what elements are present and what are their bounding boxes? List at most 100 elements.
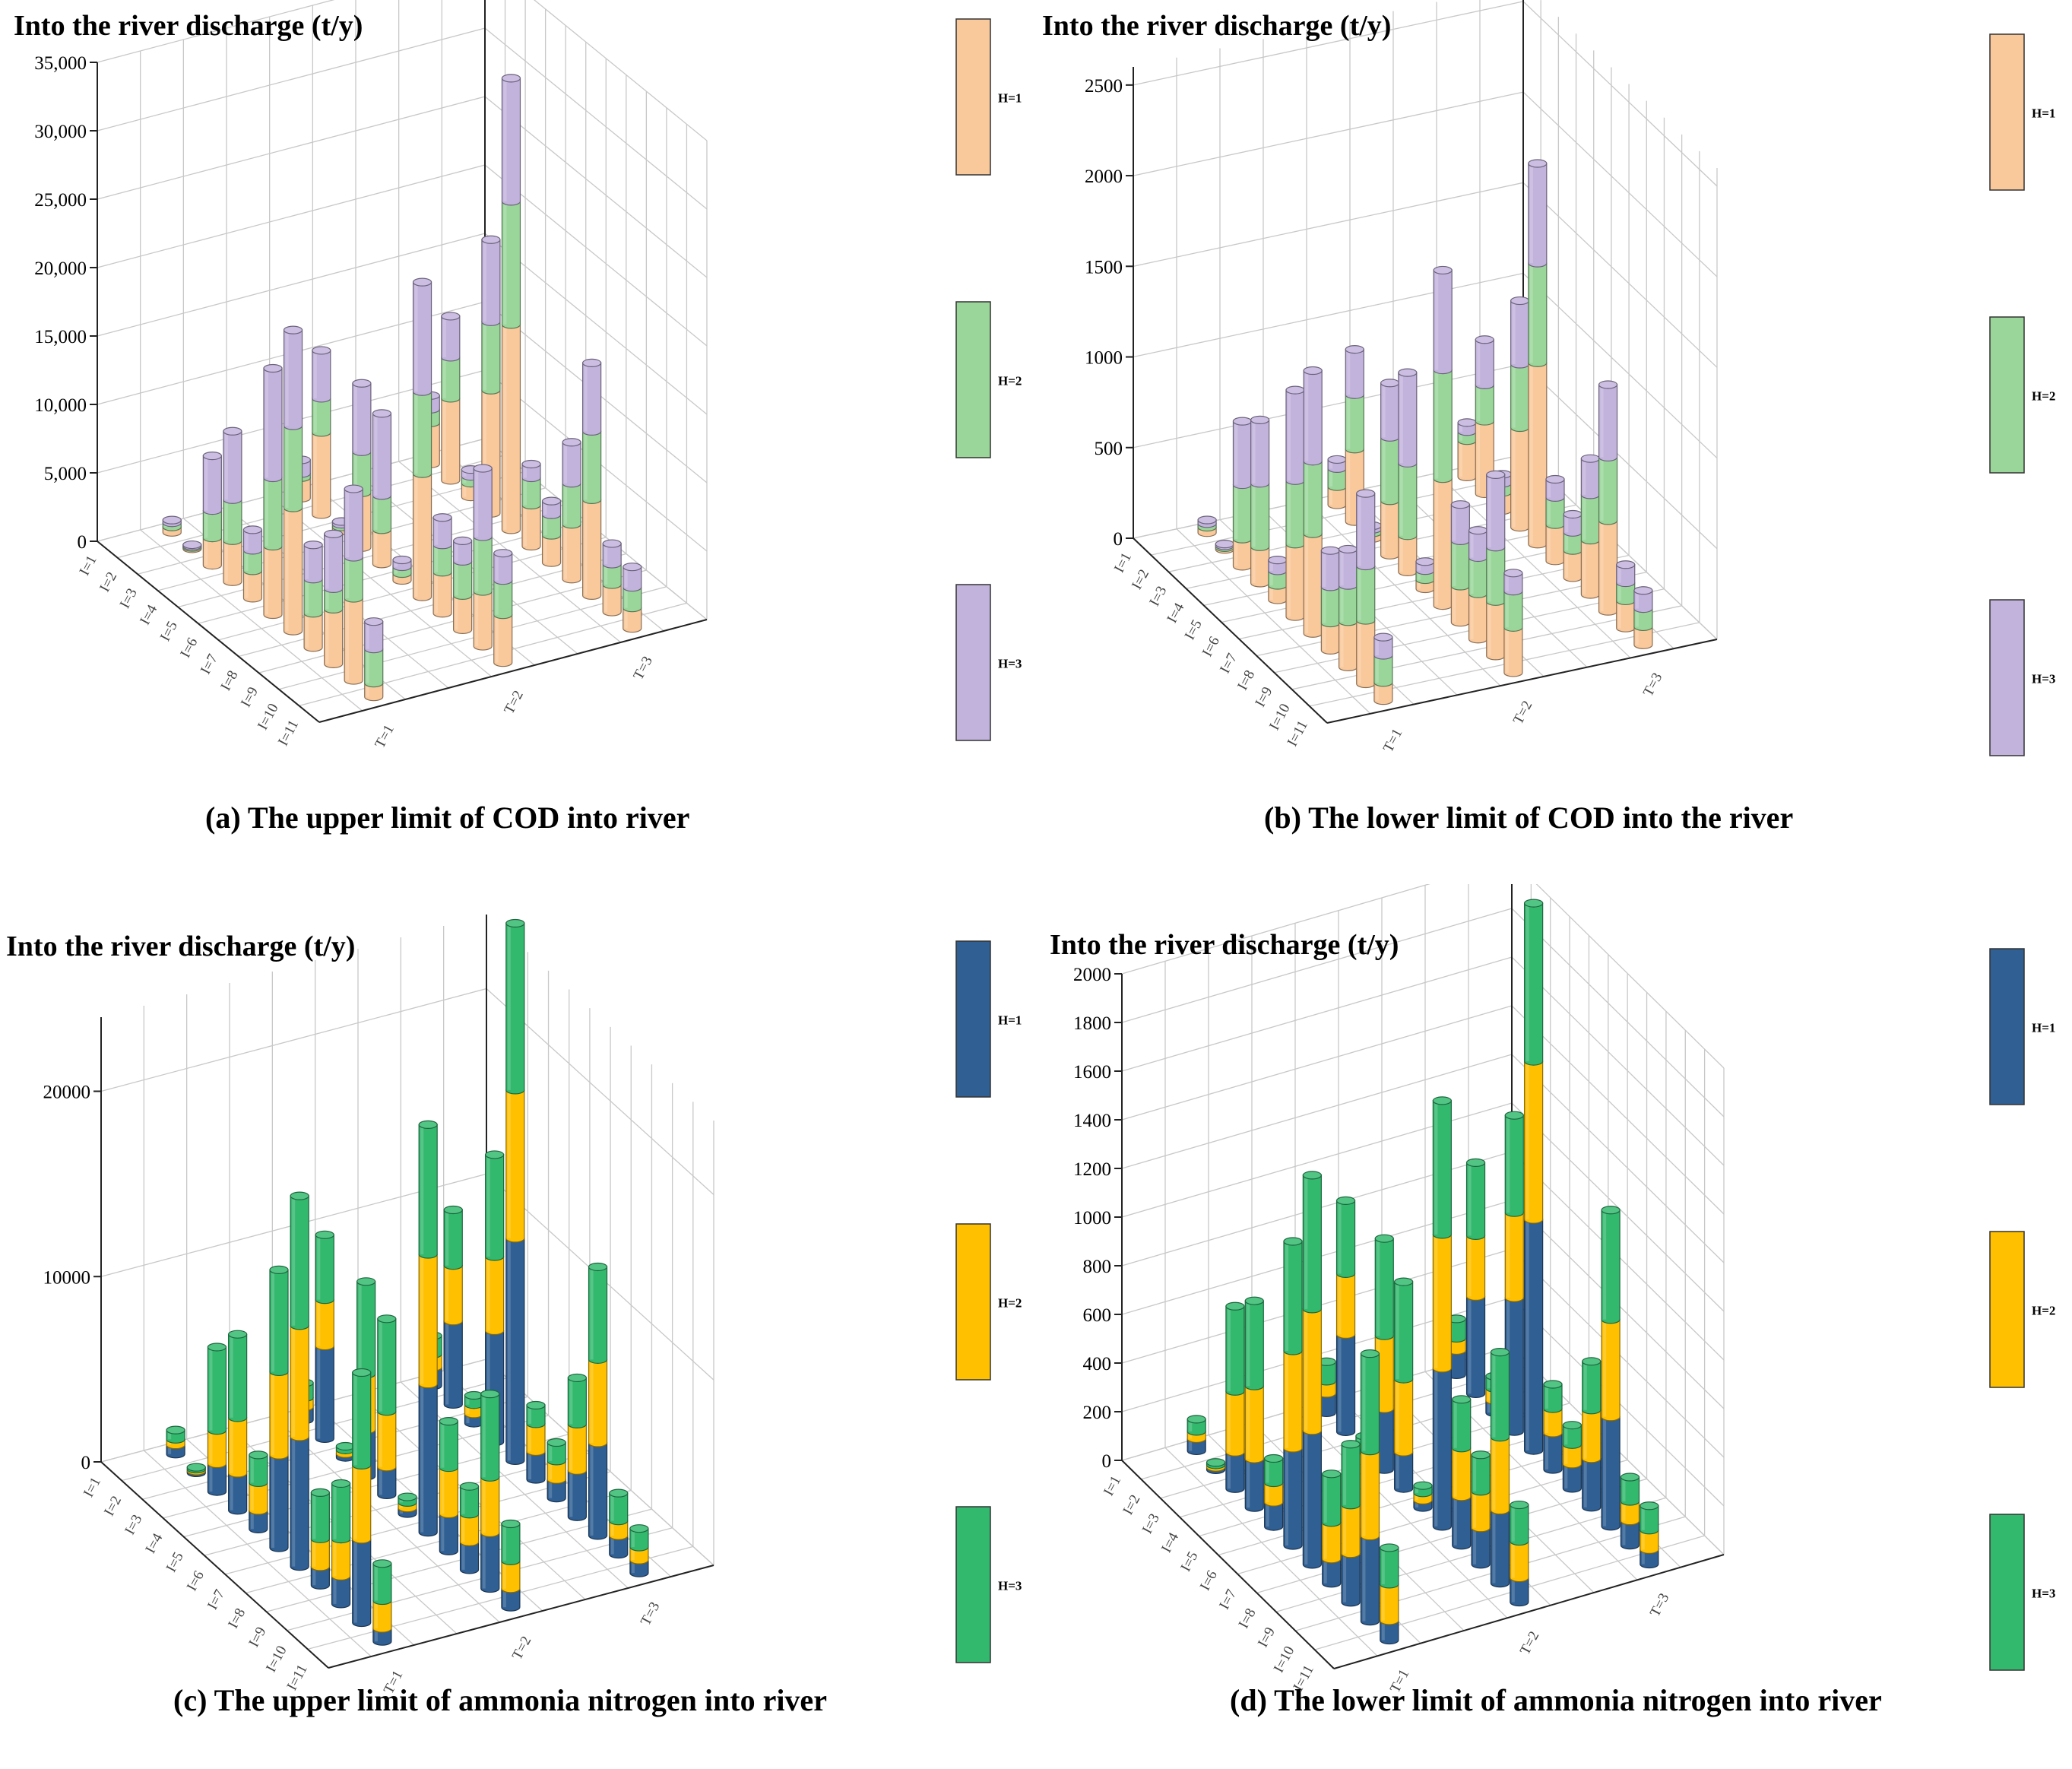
bar-H=2-I=10-T=2 (473, 536, 493, 596)
bar-H=2-I=5-T=3-highlight (1529, 263, 1533, 363)
bar-H=2-I=11-T=2-highlight (502, 1561, 506, 1589)
chart-d-xtick-label: I=10 (1271, 1644, 1297, 1675)
chart-d-ytick-label: 0 (1102, 1451, 1112, 1472)
bar-H=3-I=1-T=3-top (1457, 418, 1477, 427)
chart-d-legend-label-H=3: H=3 (2032, 1587, 2055, 1601)
bar-stack-I=9-T=2 (1468, 526, 1488, 644)
chart-d-gridline (1511, 1054, 1725, 1263)
chart-c-gridline (142, 1396, 528, 1500)
bar-H=3-I=9-T=3-highlight (590, 1267, 594, 1360)
bar-H=1-I=9-T=3-highlight (584, 499, 588, 596)
chart-a-xtick-label: I=4 (137, 602, 160, 628)
chart-c-gridline (122, 1377, 508, 1482)
bar-H=1-I=8-T=3 (562, 524, 581, 584)
bar-H=3-I=11-T=2-highlight (495, 553, 499, 581)
bar-H=1-I=2-T=2-highlight (313, 432, 317, 515)
bar-H=1-I=8-T=2-highlight (1453, 585, 1456, 623)
bar-stack-I=8-T=1 (303, 541, 323, 652)
bar-H=1-I=7-T=1-highlight (285, 508, 289, 632)
bar-H=3-I=3-T=1 (207, 1346, 227, 1435)
bar-stack-I=8-T=2 (432, 513, 452, 618)
bar-H=1-I=8-T=1-highlight (1323, 1558, 1327, 1584)
bar-H=3-I=8-T=2-top (439, 1417, 458, 1426)
bar-stack-I=10-T=1 (352, 1368, 372, 1628)
bar-H=3-I=5-T=1-top (1268, 556, 1288, 565)
bar-H=3-I=10-T=3 (1620, 1476, 1640, 1506)
bar-H=1-I=7-T=1-highlight (1305, 534, 1309, 634)
bar-H=3-I=9-T=3-top (1598, 380, 1618, 389)
bar-H=3-I=7-T=1-highlight (292, 1196, 296, 1326)
bar-H=2-I=5-T=1-highlight (1266, 1482, 1269, 1503)
bar-H=3-I=10-T=1-top (1356, 489, 1376, 498)
bar-H=2-I=6-T=2-highlight (394, 566, 398, 574)
bar-H=3-I=2-T=2 (315, 1234, 334, 1305)
bar-H=1-I=2-T=2-highlight (1347, 449, 1351, 522)
chart-d-gridline (1121, 908, 1513, 1023)
chart-c-gridline (271, 1416, 500, 1623)
bar-stack-I=4-T=1 (1250, 415, 1270, 588)
bar-H=2-I=4-T=3-highlight (486, 1256, 490, 1331)
bar-stack-I=3-T=1 (1232, 417, 1253, 571)
bar-stack-I=6-T=3 (526, 1400, 546, 1484)
bar-stack-I=2-T=2 (312, 346, 331, 519)
chart-d-t-axis (1333, 1554, 1725, 1669)
bar-stack-I=8-T=1 (1320, 546, 1340, 655)
bar-H=3-I=7-T=2-top (418, 1120, 438, 1129)
chart-a-xtick-label: I=1 (77, 553, 100, 578)
bar-stack-I=10-T=3 (1616, 560, 1636, 632)
chart-c-ytick-label: 20000 (43, 1083, 91, 1103)
bar-H=3-I=10-T=3-top (602, 539, 622, 548)
chart-c-ttick-label: T=2 (509, 1634, 534, 1663)
bar-H=3-I=4-T=3-top (1504, 1111, 1524, 1120)
bar-H=2-I=4-T=2-highlight (353, 452, 357, 493)
chart-d-xtick-label: I=4 (1158, 1530, 1182, 1555)
bar-H=2-I=7-T=1 (1302, 1308, 1322, 1435)
bar-stack-I=1-T=1 (1197, 515, 1217, 537)
bar-H=3-I=2-T=3-highlight (1477, 339, 1481, 385)
chart-a-ytick-label: 20,000 (34, 258, 87, 279)
chart-c-gridline (307, 1545, 693, 1650)
bar-stack-I=10-T=3 (1620, 1473, 1640, 1550)
bar-H=2-I=8-T=2-highlight (435, 544, 439, 572)
bar-H=3-I=7-T=2 (1433, 269, 1453, 375)
bar-H=3-I=11-T=2-highlight (1511, 1504, 1515, 1542)
bar-H=3-I=7-T=2-top (1433, 265, 1453, 275)
bar-H=1-I=8-T=1 (310, 1566, 330, 1590)
bar-stack-I=11-T=1 (1380, 1543, 1399, 1645)
chart-c-xtick-label: I=2 (101, 1493, 125, 1518)
bar-H=2-I=5-T=3-highlight (1525, 1061, 1529, 1220)
bar-H=3-I=7-T=2-highlight (1434, 1100, 1438, 1235)
bar-H=2-I=7-T=3-highlight (1564, 1444, 1568, 1464)
bar-stack-I=3-T=1 (1225, 1301, 1245, 1493)
bar-H=1-I=8-T=3 (567, 1469, 587, 1521)
bar-H=3-I=8-T=3-highlight (1583, 1361, 1587, 1410)
bar-H=3-I=8-T=3-highlight (564, 442, 568, 483)
chart-a-xtick-label: I=5 (157, 619, 181, 644)
bar-H=1-I=3-T=1-highlight (1234, 539, 1238, 566)
bar-H=3-I=10-T=3-top (1616, 560, 1636, 569)
chart-a-gridline (117, 455, 505, 559)
bar-H=1-I=3-T=1-highlight (1227, 1452, 1231, 1489)
chart-d-ylabel: Into the river discharge (t/y) (1050, 929, 1399, 961)
bar-H=3-I=7-T=1-top (1303, 366, 1323, 376)
bar-H=1-I=10-T=2-highlight (482, 1533, 486, 1589)
chart-c-legend-swatch-H=1 (955, 940, 991, 1098)
bar-H=3-I=7-T=2-highlight (1435, 270, 1439, 370)
bar-stack-I=10-T=2 (1490, 1348, 1510, 1588)
bar-H=1-I=7-T=2 (418, 1384, 438, 1537)
bar-stack-I=11-T=3 (629, 1524, 649, 1577)
bar-H=3-I=5-T=2-highlight (379, 1318, 382, 1412)
bar-H=3-I=10-T=3-top (1620, 1473, 1640, 1482)
bar-stack-I=7-T=3 (1562, 1421, 1582, 1493)
chart-b-gridline (1176, 528, 1371, 715)
bar-H=1-I=10-T=1-highlight (353, 1539, 357, 1623)
bar-stack-I=11-T=2 (1503, 569, 1523, 677)
bar-H=3-I=9-T=3 (1601, 1209, 1621, 1324)
bar-stack-I=3-T=1 (207, 1343, 227, 1496)
bar-stack-I=11-T=3 (1640, 1501, 1659, 1569)
bar-stack-I=5-T=3 (505, 918, 525, 1465)
bar-H=3-I=2-T=3-top (1475, 335, 1494, 344)
chart-b-legend-swatch-H=1 (1989, 33, 2025, 191)
bar-H=3-I=4-T=1-top (1250, 415, 1270, 424)
bar-H=3-I=4-T=3-highlight (486, 1154, 490, 1257)
